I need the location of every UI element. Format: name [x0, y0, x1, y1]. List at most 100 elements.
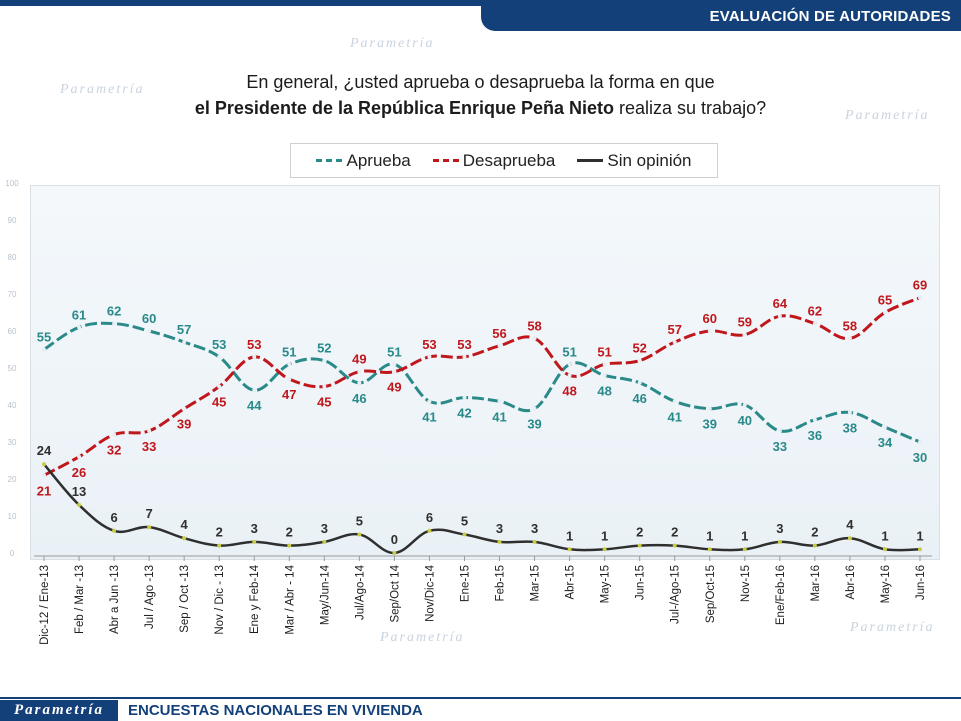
watermark-logo: Parametría: [60, 82, 145, 97]
data-point-1: [217, 384, 222, 389]
data-label-0: 41: [422, 409, 436, 424]
data-label-1: 57: [667, 322, 681, 337]
data-point-1: [112, 432, 117, 437]
data-label-1: 52: [632, 341, 646, 356]
data-label-2: 1: [601, 528, 608, 543]
data-point-1: [742, 332, 747, 337]
data-point-1: [918, 295, 922, 300]
data-point-0: [777, 428, 782, 433]
data-point-1: [357, 369, 362, 374]
data-point-2: [112, 528, 117, 533]
x-tick-label: Ene-15: [459, 565, 471, 602]
data-label-0: 41: [492, 409, 506, 424]
x-tick-label: Mar / Abr - 14: [284, 564, 296, 634]
data-point-1: [777, 314, 782, 319]
data-point-1: [147, 428, 152, 433]
data-point-0: [112, 321, 117, 326]
data-label-2: 7: [146, 506, 153, 521]
data-label-2: 2: [811, 525, 818, 540]
data-label-2: 6: [110, 510, 117, 525]
x-tick-label: Sep / Oct -13: [179, 565, 191, 633]
data-point-0: [287, 362, 292, 367]
y-tick-label: 80: [8, 253, 17, 262]
data-point-2: [567, 547, 572, 552]
data-point-0: [707, 406, 712, 411]
data-label-1: 45: [212, 395, 226, 410]
data-point-1: [77, 454, 82, 459]
data-point-1: [812, 321, 817, 326]
data-label-2: 1: [706, 528, 713, 543]
x-tick-label: May-16: [880, 565, 892, 603]
data-point-0: [392, 362, 397, 367]
x-tick-label: May-15: [600, 565, 612, 603]
data-label-0: 41: [667, 409, 681, 424]
data-point-2: [672, 543, 677, 548]
data-label-0: 39: [703, 417, 717, 432]
data-label-2: 5: [461, 514, 468, 529]
data-label-0: 46: [632, 391, 646, 406]
x-tick-label: Nov / Dic - 13: [214, 565, 226, 635]
data-point-1: [707, 329, 712, 333]
data-point-0: [217, 354, 222, 359]
data-label-0: 36: [808, 428, 822, 443]
x-tick-label: Feb / Mar -13: [74, 565, 86, 634]
data-point-1: [182, 406, 187, 411]
data-point-0: [252, 388, 257, 393]
data-label-0: 40: [738, 413, 752, 428]
data-label-2: 13: [72, 484, 86, 499]
watermark-logo: Parametría: [380, 630, 465, 645]
data-point-2: [497, 539, 502, 544]
legend-swatch-desaprueba: [432, 159, 459, 162]
legend-swatch-sin-opinion: [577, 159, 604, 162]
legend-swatch-aprueba: [316, 159, 343, 162]
data-label-0: 30: [913, 450, 927, 465]
data-point-2: [182, 536, 187, 541]
x-tick-label: Nov-15: [740, 565, 752, 602]
data-point-1: [287, 377, 292, 382]
question-line-2: el Presidente de la República Enrique Pe…: [0, 98, 961, 119]
x-tick-label: Abr-16: [845, 565, 857, 600]
data-label-1: 65: [878, 293, 892, 308]
data-label-2: 3: [321, 521, 328, 536]
data-point-0: [77, 325, 82, 330]
data-point-2: [287, 543, 292, 548]
data-label-0: 44: [247, 398, 262, 413]
data-point-2: [357, 532, 362, 537]
data-label-0: 33: [773, 439, 787, 454]
data-point-0: [322, 358, 327, 363]
data-point-2: [707, 547, 712, 552]
series-line-0: [43, 321, 921, 444]
data-point-0: [357, 380, 362, 385]
data-label-1: 26: [72, 465, 86, 480]
data-label-2: 4: [181, 517, 189, 532]
data-label-1: 69: [913, 278, 927, 293]
data-label-0: 51: [282, 344, 296, 359]
data-label-0: 46: [352, 391, 366, 406]
data-label-1: 49: [352, 352, 366, 367]
data-label-1: 58: [527, 318, 541, 333]
data-label-2: 5: [356, 514, 363, 529]
data-label-1: 45: [317, 395, 331, 410]
x-tick-label: Nov/Dic-14: [424, 564, 436, 621]
data-label-2: 1: [916, 528, 923, 543]
y-tick-label: 40: [8, 401, 17, 410]
legend-label-aprueba: Aprueba: [346, 150, 411, 170]
data-point-2: [882, 547, 887, 552]
data-point-0: [147, 329, 152, 333]
footer-text: ENCUESTAS NACIONALES EN VIVIENDA: [128, 702, 423, 719]
y-tick-label: 0: [10, 549, 15, 558]
data-label-0: 57: [177, 322, 191, 337]
question-president: el Presidente de la República Enrique Pe…: [194, 98, 615, 118]
data-label-2: 6: [426, 510, 433, 525]
data-point-2: [532, 539, 537, 544]
data-label-2: 2: [636, 525, 643, 540]
legend-item-aprueba: Aprueba: [316, 150, 411, 171]
y-tick-label: 30: [8, 438, 17, 447]
x-tick-label: Dic-12 / Ene-13: [39, 565, 51, 645]
legend-label-sin-opinion: Sin opinión: [607, 150, 692, 170]
data-point-1: [462, 354, 467, 359]
x-tick-label: Sep/Oct 14: [389, 564, 401, 622]
data-label-1: 64: [773, 296, 788, 311]
legend-label-desaprueba: Desaprueba: [462, 150, 556, 170]
chart-legend: Aprueba Desaprueba Sin opinión: [290, 143, 718, 178]
